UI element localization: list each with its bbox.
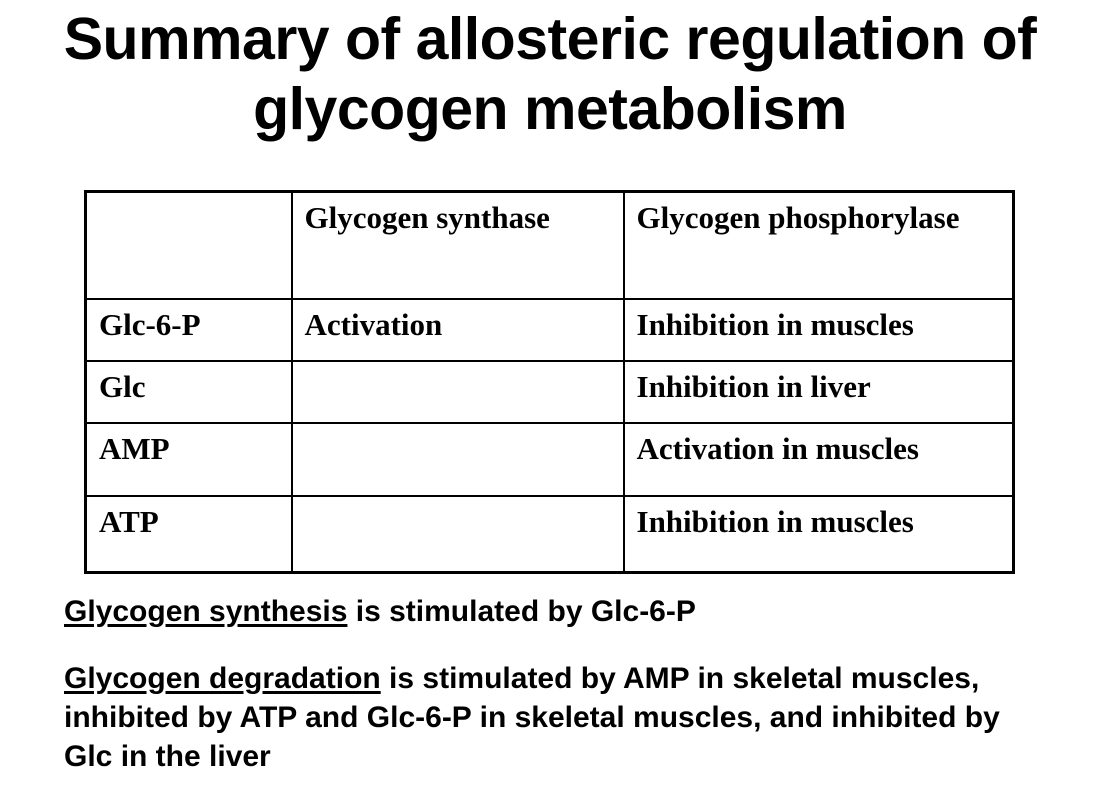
table-row: Glc-6-P Activation Inhibition in muscles — [84, 298, 1015, 362]
cell-phosphorylase-effect: Inhibition in liver — [622, 360, 1015, 424]
table-row: ATP Inhibition in muscles — [84, 495, 1015, 574]
cell-synthase-effect: Activation — [290, 298, 625, 362]
cell-effector: AMP — [84, 422, 293, 497]
note-body-text: is stimulated by Glc-6-P — [347, 595, 696, 628]
column-header-effector — [84, 190, 293, 300]
table-row: Glc Inhibition in liver — [84, 360, 1015, 424]
note-glycogen-synthesis: Glycogen synthesis is stimulated by Glc-… — [64, 592, 1024, 631]
cell-synthase-effect — [290, 495, 625, 574]
column-header-glycogen-synthase: Glycogen synthase — [290, 190, 625, 300]
allosteric-regulation-table: Glycogen synthase Glycogen phosphorylase… — [84, 190, 1015, 574]
cell-phosphorylase-effect: Inhibition in muscles — [622, 298, 1015, 362]
note-lead-underlined: Glycogen degradation — [64, 662, 381, 695]
cell-phosphorylase-effect: Activation in muscles — [622, 422, 1015, 497]
cell-effector: ATP — [84, 495, 293, 574]
note-glycogen-degradation: Glycogen degradation is stimulated by AM… — [64, 659, 1024, 776]
cell-synthase-effect — [290, 360, 625, 424]
note-lead-underlined: Glycogen synthesis — [64, 595, 348, 628]
cell-effector: Glc — [84, 360, 293, 424]
column-header-glycogen-phosphorylase: Glycogen phosphorylase — [622, 190, 1015, 300]
table-header-row: Glycogen synthase Glycogen phosphorylase — [84, 190, 1015, 300]
note-body-text: is stimulated by AMP in skeletal muscles… — [64, 662, 1000, 773]
cell-synthase-effect — [290, 422, 625, 497]
cell-effector: Glc-6-P — [84, 298, 293, 362]
table-row: AMP Activation in muscles — [84, 422, 1015, 497]
page-title: Summary of allosteric regulation of glyc… — [63, 6, 1037, 142]
cell-phosphorylase-effect: Inhibition in muscles — [622, 495, 1015, 574]
